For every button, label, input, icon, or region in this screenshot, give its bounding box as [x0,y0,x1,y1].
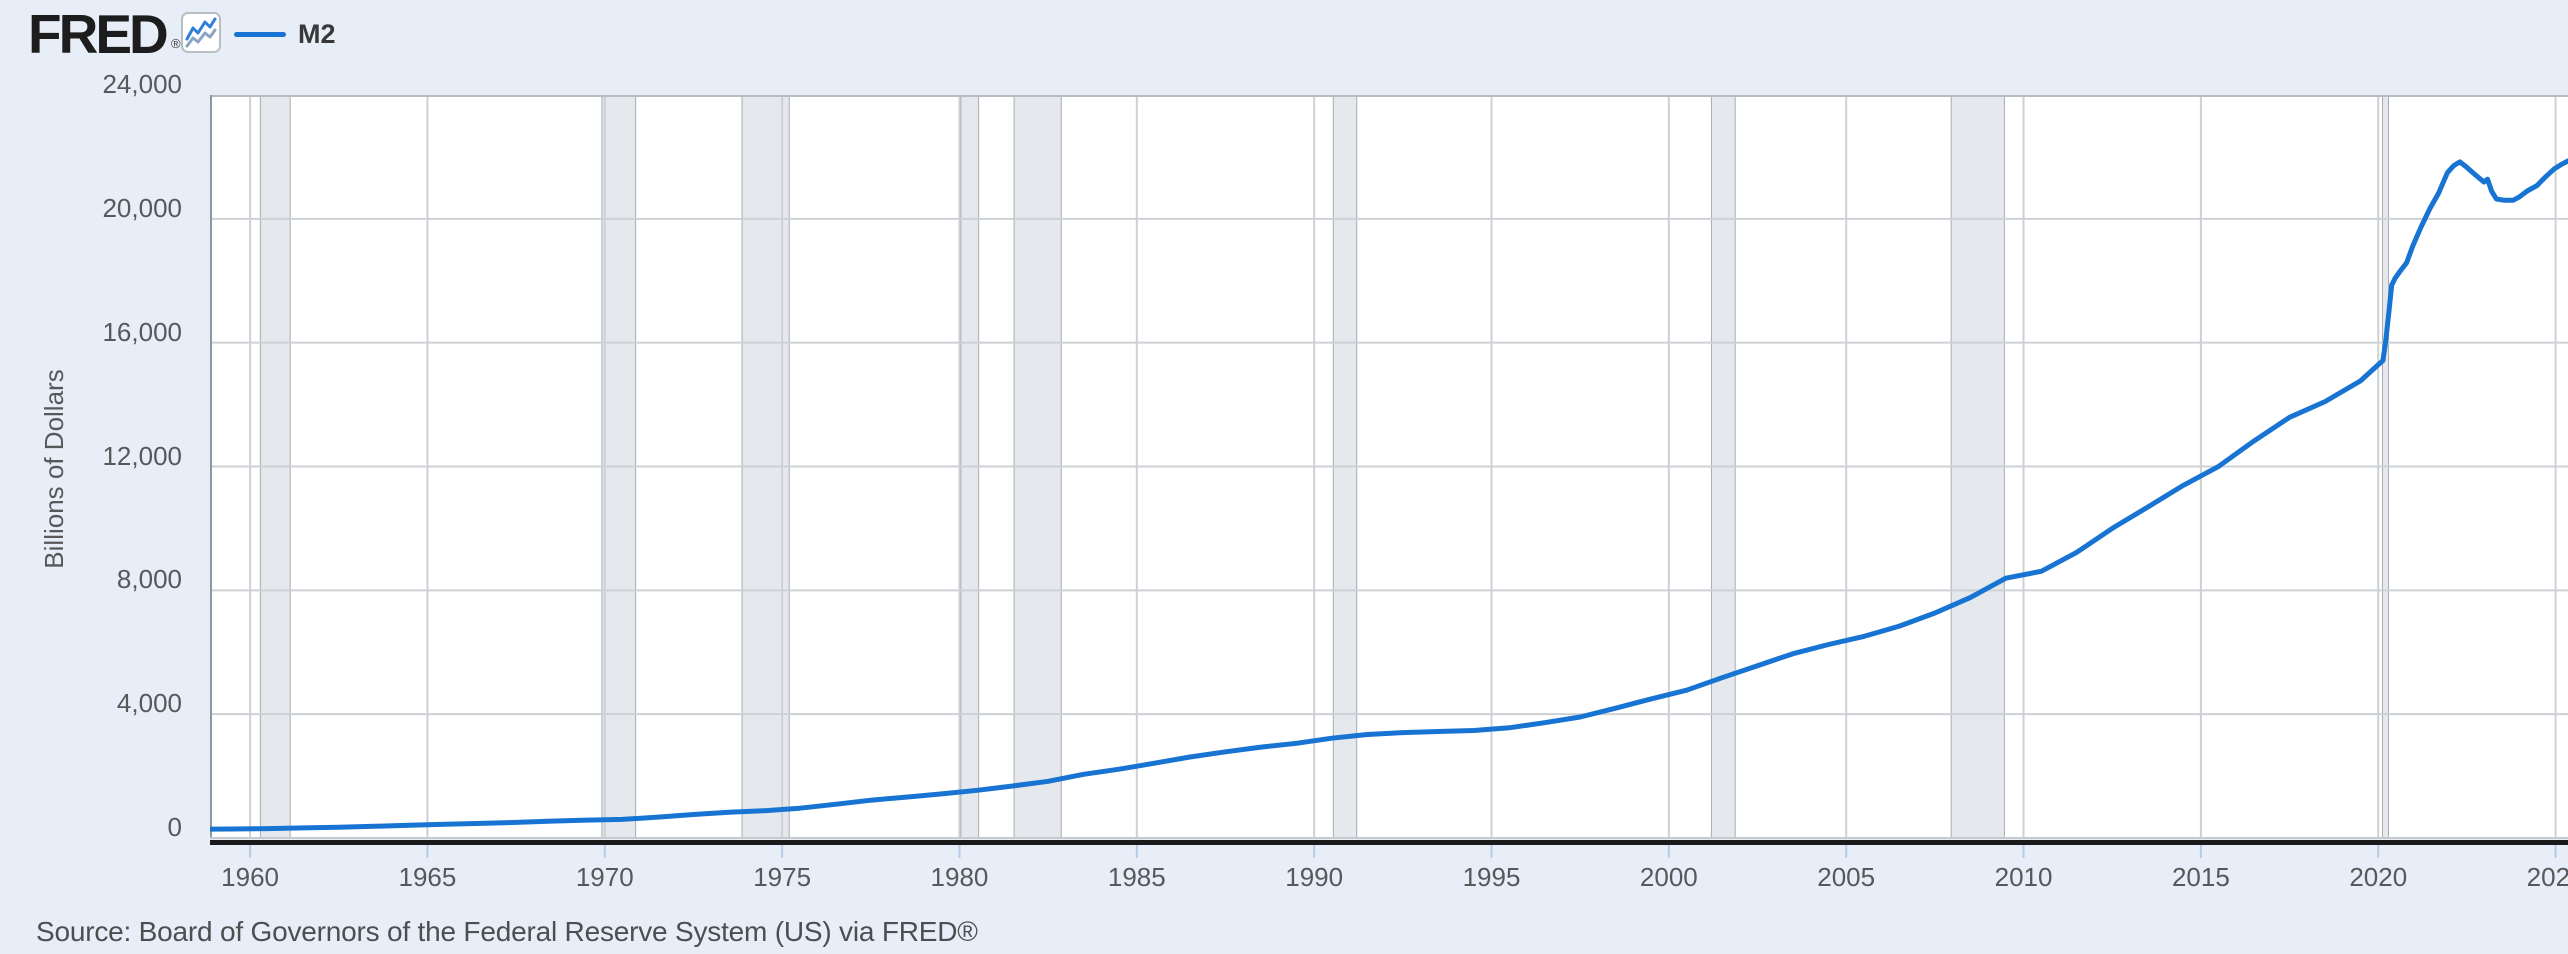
y-tick-label: 12,000 [102,440,182,471]
x-tick-label: 1980 [930,862,989,892]
source-citation: Source: Board of Governors of the Federa… [36,916,978,947]
x-tick-label: 2015 [2171,862,2230,892]
y-tick-label: 0 [167,812,182,842]
fred-sparkline-icon [181,12,221,53]
fred-logo[interactable]: FRED [28,3,169,65]
x-tick-label: 1965 [398,862,457,892]
legend[interactable]: M2 [234,18,336,50]
y-tick-label: 16,000 [102,316,182,347]
registered-trademark: ® [171,36,181,51]
x-tick-label: 1995 [1462,862,1521,892]
x-tick-label: 1990 [1285,862,1344,892]
y-tick-label: 8,000 [116,564,182,595]
x-tick-label: 2020 [2349,862,2408,892]
x-tick-label: 2005 [1817,862,1876,892]
x-tick-label: 1985 [1107,862,1166,892]
x-tick-label: 2000 [1639,862,1698,892]
y-tick-label: 24,000 [102,69,182,99]
legend-series-label: M2 [298,18,336,49]
x-tick-label: 2025 [2526,862,2568,892]
y-tick-label: 20,000 [102,192,182,223]
y-tick-label: 4,000 [116,688,182,719]
legend-line-swatch [234,31,286,37]
x-tick-label: 1975 [753,862,812,892]
plot-area[interactable] [210,95,2568,870]
series-line-m2 [210,158,2568,832]
x-tick-label: 1960 [221,862,279,892]
x-tick-label: 1970 [575,862,634,892]
chart-header: FRED ® M2 [0,0,2568,65]
x-tick-label: 2010 [1994,862,2053,892]
x-axis-line [210,840,2568,845]
